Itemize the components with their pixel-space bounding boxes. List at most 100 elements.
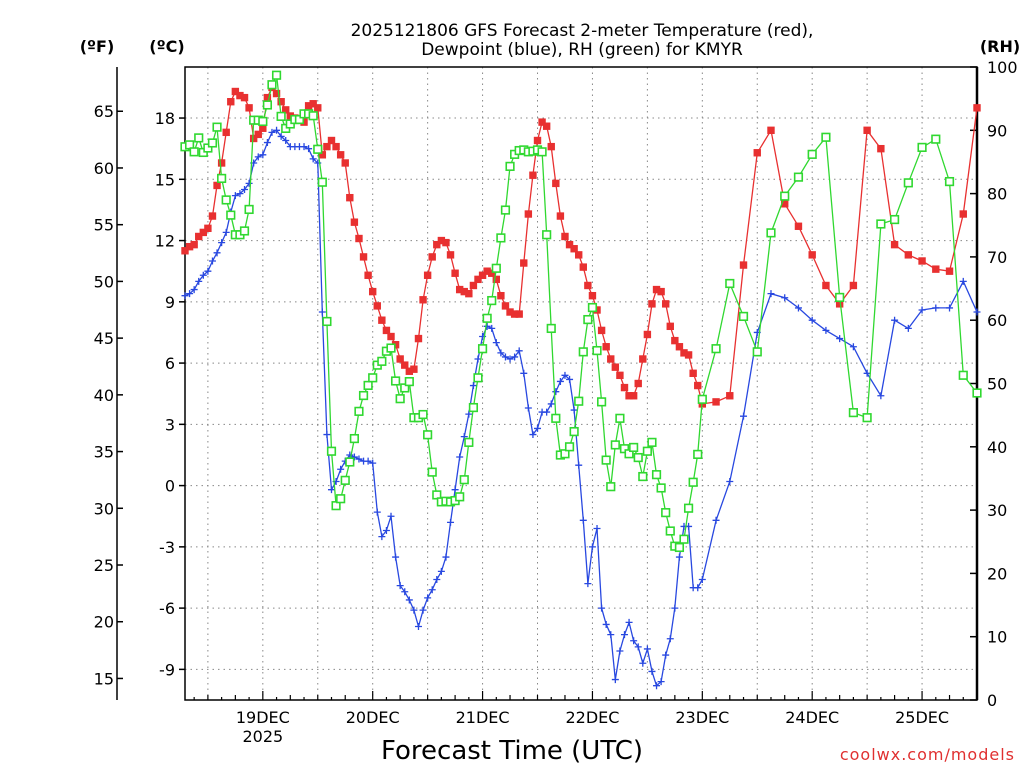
c-tick-label: 12 bbox=[155, 232, 175, 251]
rh-point bbox=[418, 409, 428, 420]
dewpoint-point bbox=[511, 353, 519, 361]
temperature-point bbox=[217, 159, 226, 167]
dewpoint-point bbox=[671, 604, 679, 612]
temperature-point bbox=[597, 326, 606, 335]
c-tick-label: 6 bbox=[165, 354, 175, 373]
rh-point bbox=[656, 483, 666, 493]
series-line-dewpoint bbox=[184, 129, 978, 687]
temperature-point bbox=[712, 398, 720, 406]
temperature-point bbox=[542, 122, 551, 130]
temperature-point bbox=[410, 365, 418, 373]
rh-point bbox=[358, 390, 369, 401]
temperature-point bbox=[904, 251, 913, 259]
rh-point bbox=[642, 446, 652, 456]
x-tick-label: 20DEC bbox=[346, 708, 400, 727]
rh-point bbox=[377, 356, 387, 366]
rh-point bbox=[693, 449, 703, 459]
temperature-point bbox=[341, 159, 349, 167]
dewpoint-point bbox=[593, 524, 601, 532]
dewpoint-point bbox=[241, 186, 249, 194]
temperature-point bbox=[620, 383, 629, 392]
rh-point bbox=[271, 70, 282, 80]
temperature-point bbox=[515, 310, 523, 318]
temperature-point bbox=[552, 179, 560, 188]
temperature-point bbox=[547, 142, 555, 151]
rh-point bbox=[308, 111, 318, 121]
rh-point bbox=[473, 373, 483, 383]
rh-point bbox=[647, 437, 657, 447]
chart-title: 2025121806 GFS Forecast 2-meter Temperat… bbox=[351, 21, 814, 60]
rh-point bbox=[606, 482, 616, 492]
rh-point bbox=[546, 323, 556, 334]
temperature-point bbox=[639, 355, 647, 363]
dewpoint-point bbox=[433, 576, 441, 584]
dewpoint-point bbox=[396, 582, 404, 590]
dewpoint-point bbox=[410, 606, 418, 614]
credit-link[interactable]: coolwx.com/models bbox=[840, 745, 1015, 764]
f-tick-label: 40 bbox=[94, 386, 114, 405]
temperature-point bbox=[433, 240, 441, 249]
rh-point bbox=[340, 475, 350, 485]
dewpoint-point bbox=[575, 461, 583, 469]
temperature-point bbox=[346, 193, 354, 202]
f-tick-label: 55 bbox=[94, 216, 114, 235]
x-tick-label: 21DEC bbox=[456, 708, 510, 727]
dewpoint-point bbox=[598, 604, 606, 612]
rh-point bbox=[780, 191, 790, 201]
dewpoint-point bbox=[387, 512, 395, 520]
rh-point bbox=[958, 370, 968, 380]
rh-point bbox=[496, 233, 506, 243]
dewpoint-point bbox=[259, 151, 267, 159]
temperature-point bbox=[469, 281, 478, 290]
rh-point bbox=[262, 100, 273, 110]
dewpoint-point bbox=[611, 676, 619, 684]
rh-point bbox=[455, 492, 465, 502]
rh-point bbox=[944, 176, 955, 187]
temperature-point bbox=[538, 118, 546, 126]
rh-point bbox=[821, 132, 831, 142]
temperature-point bbox=[309, 100, 317, 108]
rh-point bbox=[697, 394, 707, 404]
dewpoint-point bbox=[552, 388, 560, 396]
dewpoint-point bbox=[904, 324, 912, 332]
rh-tick-label: 50 bbox=[987, 375, 1007, 394]
rh-point bbox=[491, 263, 501, 273]
rh-point bbox=[661, 508, 671, 518]
rh-point bbox=[651, 470, 662, 480]
rh-point bbox=[395, 394, 405, 404]
rh-point bbox=[683, 503, 694, 513]
dewpoint-point bbox=[625, 618, 633, 626]
rh-tick-label: 80 bbox=[987, 185, 1007, 204]
dewpoint-point bbox=[506, 355, 514, 363]
rh-point bbox=[578, 347, 588, 357]
series-layer bbox=[180, 70, 982, 690]
title-line-1: 2025121806 GFS Forecast 2-meter Temperat… bbox=[351, 21, 814, 41]
dewpoint-point bbox=[602, 620, 610, 628]
rh-point bbox=[583, 314, 593, 325]
dewpoint-point bbox=[337, 465, 345, 473]
dewpoint-point bbox=[318, 308, 326, 316]
temperature-point bbox=[272, 89, 281, 98]
dewpoint-point bbox=[822, 326, 830, 334]
dewpoint-point bbox=[767, 290, 775, 298]
x-tick-label: 24DEC bbox=[785, 708, 839, 727]
rh-point bbox=[226, 210, 236, 220]
temperature-point bbox=[556, 212, 565, 220]
dewpoint-point bbox=[556, 377, 564, 385]
dewpoint-point bbox=[620, 631, 628, 639]
dewpoint-point bbox=[346, 451, 354, 459]
temperature-point bbox=[684, 351, 693, 359]
temperature-point bbox=[419, 296, 427, 304]
dewpoint-point bbox=[277, 132, 285, 140]
c-tick-label: -6 bbox=[159, 599, 175, 618]
dewpoint-point bbox=[254, 153, 262, 161]
temperature-point bbox=[561, 232, 569, 241]
rh-point bbox=[276, 111, 286, 121]
dewpoint-point bbox=[630, 637, 638, 645]
dewpoint-point bbox=[218, 239, 226, 247]
dewpoint-point bbox=[694, 584, 702, 592]
dewpoint-point bbox=[570, 406, 578, 414]
dewpoint-point bbox=[378, 533, 386, 541]
dewpoint-point bbox=[186, 290, 194, 298]
dewpoint-point bbox=[808, 316, 816, 324]
